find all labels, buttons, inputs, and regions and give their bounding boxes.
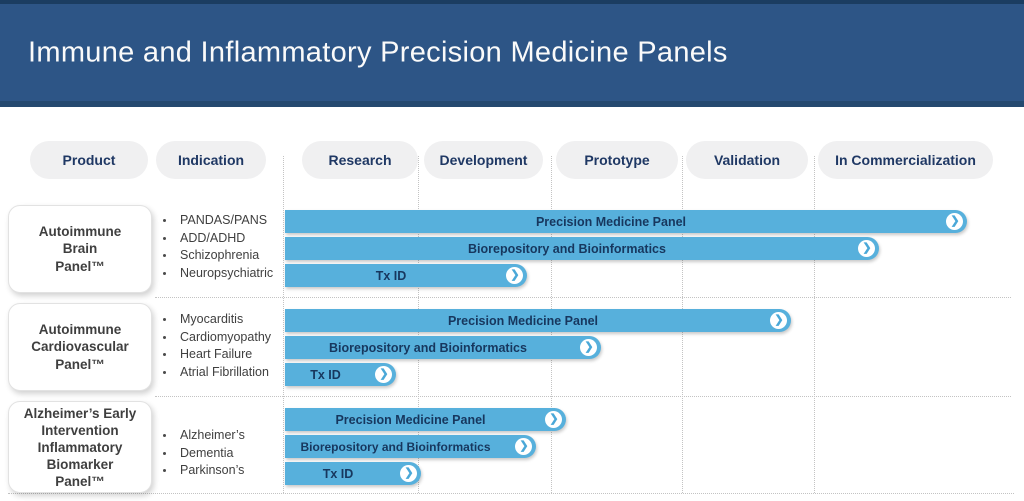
column-header-indication: Indication — [156, 141, 266, 179]
product-name-line: Alzheimer’s Early — [23, 405, 137, 421]
product-name-line: Panel™ — [55, 356, 105, 372]
chevron-right-icon: ❯ — [545, 411, 562, 428]
chevron-glyph: ❯ — [404, 467, 414, 479]
product-name-line: Biomarker — [46, 456, 114, 472]
pipeline-bar-label: Biorepository and Bioinformatics — [468, 241, 666, 256]
chevron-right-icon: ❯ — [506, 267, 523, 284]
indication-item: PANDAS/PANS — [176, 212, 301, 230]
indication-item: Alzheimer’s — [176, 427, 301, 445]
pipeline-bar-tx-id: Tx ID ❯ — [285, 264, 527, 287]
chevron-glyph: ❯ — [584, 341, 594, 353]
pipeline-bar-biorepository: Biorepository and Bioinformatics ❯ — [285, 435, 536, 458]
chevron-glyph: ❯ — [519, 440, 529, 452]
column-header-label: Development — [439, 152, 528, 168]
pipeline-bar-label: Biorepository and Bioinformatics — [300, 439, 491, 454]
indication-item: Atrial Fibrillation — [176, 364, 301, 382]
indication-item: Dementia — [176, 445, 301, 463]
grid-vline — [814, 156, 815, 493]
column-header-product: Product — [30, 141, 148, 179]
product-name-line: Autoimmune — [38, 223, 122, 239]
pipeline-bar-precision-medicine-panel: Precision Medicine Panel ❯ — [285, 309, 791, 332]
column-header-prototype: Prototype — [556, 141, 678, 179]
row-separator — [155, 396, 1011, 397]
pipeline-bar-biorepository: Biorepository and Bioinformatics ❯ — [285, 237, 879, 260]
indication-item: Cardiomyopathy — [176, 329, 301, 347]
column-header-commercialization: In Commercialization — [818, 141, 993, 179]
column-header-label: In Commercialization — [835, 152, 976, 168]
pipeline-bar-tx-id: Tx ID ❯ — [285, 462, 421, 485]
pipeline-bar-precision-medicine-panel: Precision Medicine Panel ❯ — [285, 408, 566, 431]
title-banner: Immune and Inflammatory Precision Medici… — [0, 0, 1024, 107]
indication-item: Neuropsychiatric — [176, 265, 301, 283]
pipeline-bar-tx-id: Tx ID ❯ — [285, 363, 396, 386]
pipeline-bar-precision-medicine-panel: Precision Medicine Panel ❯ — [285, 210, 967, 233]
column-header-label: Validation — [713, 152, 781, 168]
product-name-line: Brain — [62, 241, 98, 257]
chevron-glyph: ❯ — [510, 269, 520, 281]
indication-item: Parkinson’s — [176, 462, 301, 480]
product-name-line: Panel™ — [55, 258, 105, 274]
product-box-autoimmune-brain: Autoimmune Brain Panel™ — [8, 205, 152, 293]
pipeline-bar-label: Precision Medicine Panel — [335, 412, 486, 427]
row-separator — [8, 493, 1014, 494]
column-header-validation: Validation — [686, 141, 808, 179]
grid-vline — [283, 156, 284, 493]
indication-item: Schizophrenia — [176, 247, 301, 265]
chevron-right-icon: ❯ — [400, 465, 417, 482]
product-name-line: Autoimmune — [38, 321, 122, 337]
product-name-line: Inflammatory — [37, 439, 123, 455]
chevron-right-icon: ❯ — [515, 438, 532, 455]
column-header-label: Research — [328, 152, 392, 168]
indication-list: Alzheimer’s Dementia Parkinson’s — [160, 427, 301, 480]
indication-list: PANDAS/PANS ADD/ADHD Schizophrenia Neuro… — [160, 212, 301, 282]
pipeline-bar-label: Tx ID — [375, 268, 407, 283]
column-header-label: Product — [62, 152, 116, 168]
pipeline-bar-biorepository: Biorepository and Bioinformatics ❯ — [285, 336, 601, 359]
pipeline-bar-label: Tx ID — [310, 367, 341, 382]
indication-list: Myocarditis Cardiomyopathy Heart Failure… — [160, 311, 301, 381]
row-separator — [155, 297, 1011, 298]
column-header-development: Development — [424, 141, 543, 179]
pipeline-bar-label: Precision Medicine Panel — [447, 313, 599, 328]
chevron-glyph: ❯ — [774, 314, 784, 326]
chevron-glyph: ❯ — [549, 413, 559, 425]
product-name-line: Cardiovascular — [31, 339, 129, 355]
product-box-autoimmune-cardiovascular: Autoimmune Cardiovascular Panel™ — [8, 303, 152, 391]
pipeline-bar-label: Biorepository and Bioinformatics — [329, 340, 527, 355]
indication-item: Myocarditis — [176, 311, 301, 329]
chevron-glyph: ❯ — [379, 368, 389, 380]
chevron-right-icon: ❯ — [580, 339, 597, 356]
indication-item: ADD/ADHD — [176, 230, 301, 248]
chevron-glyph: ❯ — [950, 215, 960, 227]
chevron-right-icon: ❯ — [946, 213, 963, 230]
slide-title: Immune and Inflammatory Precision Medici… — [28, 36, 728, 68]
column-header-research: Research — [302, 141, 418, 179]
column-header-label: Indication — [177, 152, 245, 168]
pipeline-bar-label: Precision Medicine Panel — [535, 214, 687, 229]
pipeline-bar-label: Tx ID — [322, 466, 354, 481]
chevron-right-icon: ❯ — [375, 366, 392, 383]
product-name-line: Intervention — [41, 422, 119, 438]
chevron-glyph: ❯ — [862, 242, 872, 254]
chevron-right-icon: ❯ — [858, 240, 875, 257]
chevron-right-icon: ❯ — [770, 312, 787, 329]
product-name-line: Panel™ — [55, 473, 105, 489]
product-box-alzheimers-biomarker: Alzheimer’s Early Intervention Inflammat… — [8, 401, 152, 493]
indication-item: Heart Failure — [176, 346, 301, 364]
column-header-label: Prototype — [584, 152, 650, 168]
